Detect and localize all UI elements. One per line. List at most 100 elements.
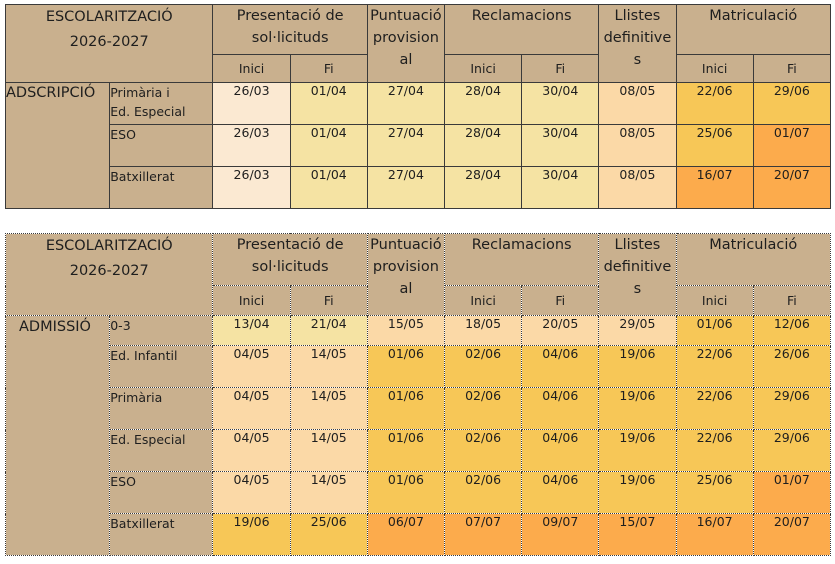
recl-fi-header: Fi	[521, 54, 600, 83]
mat-inici-cell: 16/07	[675, 166, 754, 209]
recl-inici-cell: 18/05	[443, 315, 523, 346]
recl-fi-cell: 04/06	[521, 429, 600, 472]
title-line1: ESCOLARITZACIÓ	[45, 238, 173, 254]
schedule-title: ESCOLARITZACIÓ 2026-2027	[4, 4, 214, 83]
matriculacio-label: Matriculació	[709, 237, 798, 253]
table-row: Batxillerat 19/06 25/06 06/07 07/07 09/0…	[6, 513, 832, 556]
llistes-line3: s	[633, 52, 642, 68]
row-label-line1: Primària i	[110, 85, 170, 100]
header-presentacio: Presentació de sol·licituds	[212, 233, 368, 286]
table-row: Primària 04/05 14/05 01/06 02/06 04/06 1…	[6, 387, 832, 430]
recl-inici-cell: 02/06	[443, 429, 523, 472]
matriculacio-label: Matriculació	[709, 8, 798, 24]
header-presentacio: Presentació de sol·licituds	[212, 4, 368, 55]
puntuacio-line2: provision	[372, 30, 439, 46]
mat-fi-cell: 01/07	[752, 124, 832, 167]
puntuacio-line3: al	[399, 52, 413, 68]
presentacio-line1: Presentació de	[236, 8, 344, 24]
mat-inici-cell: 25/06	[675, 471, 754, 514]
pres-fi-cell: 01/04	[289, 166, 368, 209]
llistes-cell: 19/06	[598, 471, 677, 514]
row-label-line1: ESO	[110, 127, 136, 142]
pres-inici-cell: 04/05	[212, 387, 291, 430]
title-line2: 2026-2027	[69, 34, 149, 50]
puntuacio-cell: 27/04	[366, 82, 446, 125]
llistes-line1: Llistes	[614, 8, 661, 24]
section-label-text: ADMISSIÓ	[19, 319, 91, 335]
puntuacio-line1: Puntuació	[370, 237, 442, 253]
recl-fi-cell: 30/04	[521, 124, 600, 167]
pres-fi-header: Fi	[289, 285, 368, 316]
recl-fi-cell: 20/05	[521, 315, 600, 346]
title-line2: 2026-2027	[69, 263, 149, 279]
mat-fi-header: Fi	[752, 285, 832, 316]
puntuacio-cell: 06/07	[366, 513, 446, 556]
table-row: Batxillerat 26/03 01/04 27/04 28/04 30/0…	[6, 166, 832, 209]
llistes-cell: 19/06	[598, 387, 677, 430]
pres-inici-cell: 26/03	[212, 124, 291, 167]
pres-fi-cell: 01/04	[289, 82, 368, 125]
recl-fi-header: Fi	[521, 285, 600, 316]
row-label: 0-3	[109, 315, 214, 346]
row-label: Ed. Especial	[109, 429, 214, 472]
header-matriculacio: Matriculació	[675, 4, 832, 55]
section-label-text: ADSCRIPCIÓ	[6, 85, 96, 101]
mat-inici-cell: 01/06	[675, 315, 754, 346]
pres-inici-cell: 04/05	[212, 345, 291, 388]
pres-inici-header: Inici	[212, 285, 291, 316]
llistes-line2: definitive	[603, 259, 672, 275]
recl-inici-cell: 02/06	[443, 345, 523, 388]
pres-inici-cell: 04/05	[212, 471, 291, 514]
mat-inici-cell: 25/06	[675, 124, 754, 167]
table-row: ADSCRIPCIÓ Primària i Ed. Especial 26/03…	[4, 82, 832, 209]
mat-fi-cell: 29/06	[752, 387, 832, 430]
llistes-cell: 19/06	[598, 429, 677, 472]
puntuacio-cell: 27/04	[366, 124, 446, 167]
pres-inici-header: Inici	[212, 54, 291, 83]
mat-fi-cell: 29/06	[752, 82, 832, 125]
llistes-cell: 08/05	[598, 166, 677, 209]
recl-fi-cell: 04/06	[521, 345, 600, 388]
mat-fi-cell: 12/06	[752, 315, 832, 346]
pres-inici-cell: 19/06	[212, 513, 291, 556]
row-label-line1: Batxillerat	[110, 169, 175, 184]
presentacio-line2: sol·licituds	[251, 30, 329, 46]
llistes-cell: 19/06	[598, 345, 677, 388]
pres-fi-cell: 25/06	[289, 513, 368, 556]
header-puntuacio: Puntuació provision al	[366, 4, 446, 83]
recl-inici-cell: 07/07	[443, 513, 523, 556]
title-line1: ESCOLARITZACIÓ	[45, 9, 173, 25]
row-label: ESO	[109, 471, 214, 514]
recl-fi-cell: 04/06	[521, 471, 600, 514]
recl-fi-cell: 09/07	[521, 513, 600, 556]
puntuacio-cell: 01/06	[366, 429, 446, 472]
mat-fi-cell: 29/06	[752, 429, 832, 472]
admissio-table: ESCOLARITZACIÓ 2026-2027 Presentació de …	[4, 233, 832, 556]
presentacio-line1: Presentació de	[236, 237, 344, 253]
mat-fi-cell: 26/06	[752, 345, 832, 388]
pres-fi-header: Fi	[289, 54, 368, 83]
table-row: Ed. Especial 04/05 14/05 01/06 02/06 04/…	[6, 429, 832, 472]
header-llistes: Llistes definitive s	[598, 233, 677, 316]
row-label-line2: Ed. Especial	[110, 104, 186, 119]
section-label-adscripcio: ADSCRIPCIÓ	[4, 82, 111, 209]
schedule-title: ESCOLARITZACIÓ 2026-2027	[4, 233, 214, 316]
table-row: Ed. Infantil 04/05 14/05 01/06 02/06 04/…	[6, 345, 832, 388]
mat-inici-cell: 22/06	[675, 345, 754, 388]
recl-fi-cell: 30/04	[521, 82, 600, 125]
puntuacio-line3: al	[399, 281, 413, 297]
recl-fi-cell: 30/04	[521, 166, 600, 209]
llistes-line3: s	[633, 281, 642, 297]
puntuacio-cell: 01/06	[366, 471, 446, 514]
recl-inici-cell: 28/04	[443, 124, 523, 167]
puntuacio-cell: 27/04	[366, 166, 446, 209]
mat-inici-cell: 16/07	[675, 513, 754, 556]
table-row: ADMISSIÓ 0-3 13/04 21/04 15/05 18/05 20/…	[4, 315, 832, 556]
row-label: ESO	[109, 124, 214, 167]
pres-fi-cell: 14/05	[289, 471, 368, 514]
pres-inici-cell: 26/03	[212, 166, 291, 209]
mat-fi-cell: 20/07	[752, 166, 832, 209]
pres-inici-cell: 04/05	[212, 429, 291, 472]
mat-fi-cell: 20/07	[752, 513, 832, 556]
row-label: Batxillerat	[109, 513, 214, 556]
